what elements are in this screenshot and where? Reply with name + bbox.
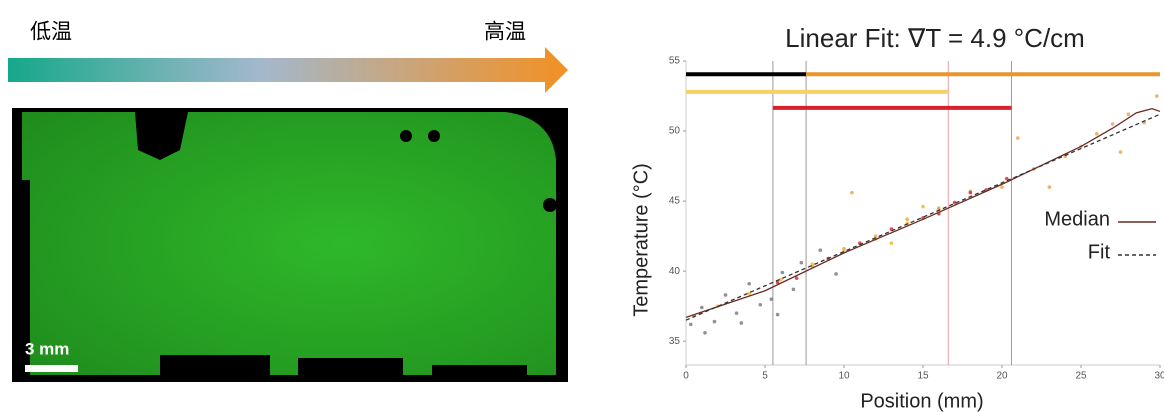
scatter-point (1004, 176, 1009, 181)
scatter-point (1016, 136, 1020, 140)
scatter-point (1095, 132, 1099, 136)
scatter-point (703, 330, 707, 335)
hot-label: 高温 (484, 21, 526, 44)
y-tick-label: 50 (669, 126, 681, 137)
scatter-point (905, 217, 909, 222)
x-tick-label: 5 (762, 371, 768, 382)
scatter-point (775, 312, 780, 317)
y-tick-label: 40 (669, 266, 681, 277)
scatter-point (739, 321, 744, 325)
scatter-point (968, 190, 973, 195)
scatter-point (1110, 122, 1115, 126)
y-tick-label: 35 (669, 336, 681, 347)
scatter-point (873, 234, 878, 238)
x-tick-label: 0 (683, 371, 689, 382)
x-tick-label: 10 (838, 371, 850, 382)
image-defect (400, 130, 412, 142)
legend-label: Fit (1088, 241, 1111, 263)
scatter-point (794, 276, 799, 280)
x-axis-label: Position (mm) (860, 390, 983, 412)
y-axis-label: Temperature (°C) (630, 163, 652, 317)
image-defect (135, 112, 188, 160)
scatter-point (700, 305, 704, 310)
legend-label: Median (1044, 208, 1110, 230)
scatter-point (889, 241, 894, 245)
scatter-point (850, 190, 854, 195)
y-tick-label: 55 (669, 56, 681, 67)
scatter-point (810, 262, 815, 266)
gradient-arrow (8, 47, 568, 93)
x-tick-label: 15 (917, 371, 929, 382)
scatter-point (780, 270, 785, 275)
scatter-point (734, 311, 739, 315)
scatter-point (1118, 150, 1123, 154)
scatter-point (842, 246, 846, 251)
scatter-point (1000, 185, 1004, 189)
y-tick-label: 45 (669, 196, 681, 207)
scatter-point (791, 287, 796, 292)
scatter-point (723, 293, 728, 297)
scatter-point (712, 319, 717, 324)
scale-label: 3 mm (25, 339, 69, 358)
x-tick-label: 25 (1075, 371, 1087, 382)
image-defect (160, 355, 270, 380)
cold-label: 低温 (30, 21, 72, 44)
scatter-point (937, 206, 941, 210)
image-defect (298, 358, 403, 380)
image-sample (22, 112, 556, 375)
scatter-point (921, 204, 925, 209)
scatter-point (747, 291, 751, 296)
scatter-point (747, 281, 751, 286)
scatter-point (799, 260, 804, 265)
series-line (685, 113, 1161, 321)
chart-title: Linear Fit: ∇T = 4.9 °C/cm (785, 23, 1085, 53)
image-defect (543, 198, 557, 212)
image-defect (432, 365, 527, 380)
scatter-point (1155, 94, 1159, 98)
scatter-point (834, 272, 838, 276)
scatter-point (1047, 185, 1052, 189)
x-tick-label: 20 (996, 371, 1008, 382)
x-tick-label: 30 (1154, 371, 1164, 382)
scale-bar (25, 365, 78, 372)
scatter-point (758, 302, 763, 307)
scatter-point (1126, 112, 1131, 117)
image-defect (428, 130, 440, 142)
scatter-point (818, 248, 823, 252)
scatter-point (779, 277, 783, 282)
scatter-point (769, 297, 774, 301)
scatter-point (952, 200, 957, 205)
scatter-point (688, 322, 693, 327)
